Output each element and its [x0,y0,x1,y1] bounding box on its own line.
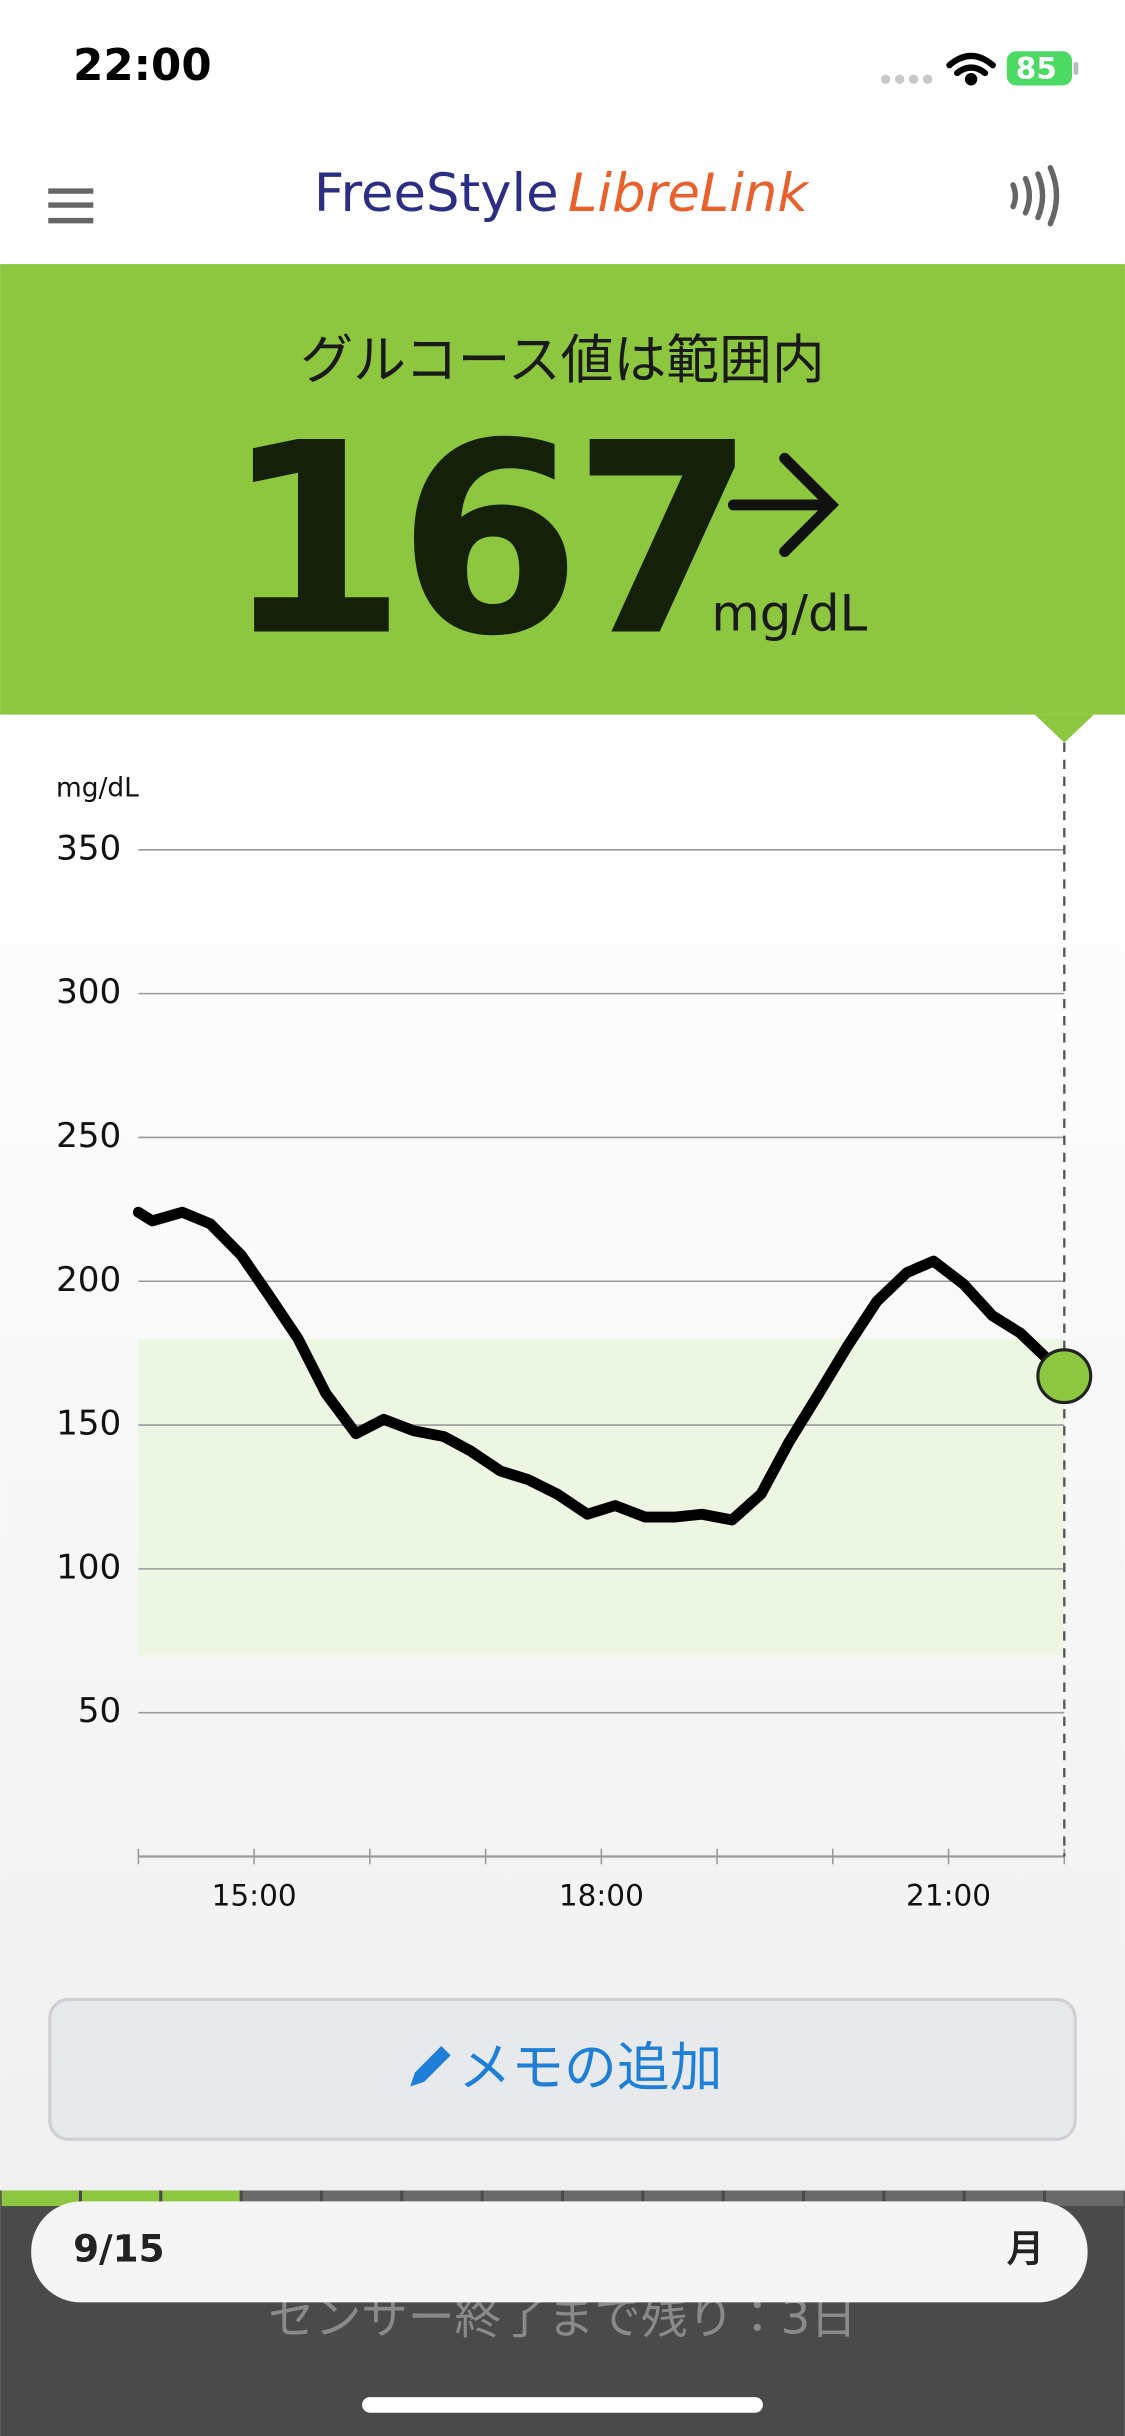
glucose-line [132,1206,1070,1526]
home-indicator [362,2397,763,2413]
banner-pointer [1034,714,1094,743]
logo-brand: FreeStyle [314,162,559,223]
x-tick-label: 18:00 [559,1878,644,1912]
target-range [138,1338,1065,1656]
scan-button[interactable] [1010,165,1060,227]
date-pill [31,2201,1088,2303]
menu-button[interactable] [48,188,94,224]
x-tick-label: 21:00 [906,1878,991,1912]
y-axis-label: mg/dL [56,773,139,804]
battery-icon [1006,51,1073,86]
battery-level: 85 [1016,51,1057,85]
battery-cap [1073,62,1079,75]
memo-button[interactable] [48,1997,1077,2141]
app-logo: FreeStyle LibreLink [314,162,810,223]
glucose-banner [0,264,1125,715]
y-tick-label: 200 [56,1260,121,1300]
date: 9/15 [73,2227,164,2271]
x-tick-label: 15:00 [212,1878,297,1912]
current-reading [1036,1348,1093,1405]
wifi-icon [946,52,996,86]
signal-icon [880,74,933,84]
sensor-segment [1,2190,79,2207]
weekday: 月 [1007,2227,1044,2271]
pencil-icon [410,2046,451,2087]
y-tick-label: 50 [78,1691,121,1731]
glucose-status: グルコース値は範囲内 [300,330,824,391]
status-time: 22:00 [73,41,211,91]
glucose-unit: mg/dL [711,584,867,642]
glucose-value: 167 [223,388,746,695]
y-tick-label: 100 [56,1547,121,1587]
memo-button-label: メモの追加 [458,2038,722,2099]
y-tick-label: 250 [56,1116,121,1156]
y-tick-label: 350 [56,828,121,868]
sensor-segment [1046,2190,1124,2207]
y-tick-label: 300 [56,972,121,1012]
y-tick-label: 150 [56,1404,121,1444]
logo-product: LibreLink [568,162,810,223]
trend-arrow [727,452,839,557]
